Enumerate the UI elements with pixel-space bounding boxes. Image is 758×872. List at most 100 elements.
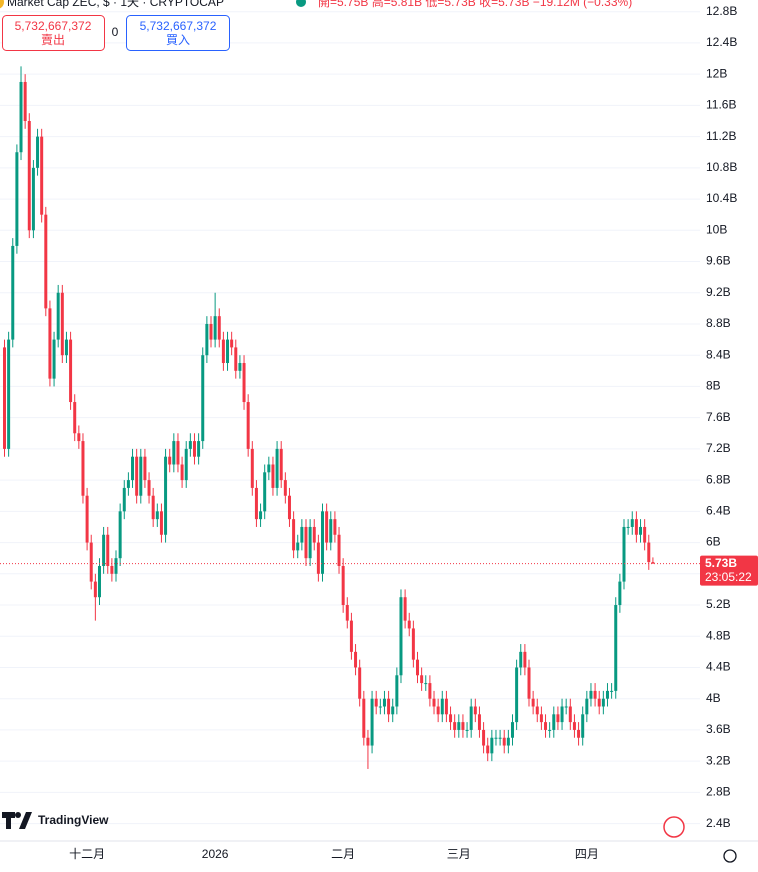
candle-body — [147, 480, 151, 496]
ohlc: 開=5.75B 高=5.81B 低=5.73B 收=5.73B −19.12M … — [318, 0, 632, 9]
candle-body — [370, 698, 374, 746]
candle-body — [457, 722, 461, 730]
y-tick-label: 12B — [706, 66, 727, 80]
candle-body — [420, 675, 424, 684]
candle-body — [577, 729, 581, 738]
candle-body — [201, 355, 205, 442]
market-status — [296, 0, 306, 7]
y-tick-label: 2.8B — [706, 785, 731, 799]
candle-body — [308, 526, 312, 559]
candle-body — [246, 402, 250, 449]
candle-body — [73, 402, 77, 434]
candle-body — [292, 519, 296, 551]
candle-body — [494, 737, 498, 739]
last-price-label: 5.73B — [705, 556, 737, 570]
candle-body — [312, 526, 316, 543]
y-tick-label: 7.6B — [706, 410, 731, 424]
candle-body — [519, 651, 523, 668]
candle-body — [27, 121, 31, 231]
candle-body — [626, 526, 630, 528]
candle-body — [605, 690, 609, 699]
grid — [0, 11, 700, 825]
candle-body — [374, 698, 378, 707]
candle-body — [482, 729, 486, 746]
candle-body — [296, 542, 300, 551]
candle-body — [349, 620, 353, 652]
y-tick-label: 7.2B — [706, 441, 731, 455]
candle-body — [19, 81, 23, 153]
candle-body — [407, 620, 411, 629]
candle-body — [647, 542, 651, 563]
candle-body — [126, 480, 130, 488]
y-tick-label: 5.2B — [706, 597, 731, 611]
candle-body — [300, 526, 304, 543]
candle-body — [593, 690, 597, 699]
candle-body — [506, 737, 510, 746]
candle-body — [11, 245, 15, 340]
candle-body — [354, 651, 358, 668]
y-tick-label: 8.8B — [706, 316, 731, 330]
candle-body — [3, 347, 6, 449]
candle-body — [436, 706, 440, 715]
candle-body — [172, 441, 176, 465]
candle-body — [316, 542, 320, 574]
buy-button[interactable] — [126, 15, 230, 51]
candle-body — [597, 698, 601, 707]
candle-body — [639, 526, 643, 535]
y-tick-label: 6.8B — [706, 472, 731, 486]
candle-body — [15, 152, 19, 246]
flag-icon[interactable] — [663, 816, 685, 838]
y-tick-label: 10B — [706, 222, 727, 236]
candle-body — [337, 534, 341, 566]
y-tick-label: 6.4B — [706, 504, 731, 518]
candle-body — [118, 511, 122, 559]
candle-body — [321, 511, 325, 574]
candle-body — [106, 534, 110, 566]
candle-body — [135, 456, 139, 496]
y-tick-label: 4.8B — [706, 628, 731, 642]
candle-body — [151, 495, 155, 520]
candle-body — [36, 136, 40, 168]
settings-icon[interactable] — [723, 849, 737, 863]
candle-body — [630, 519, 634, 527]
sell-button[interactable] — [2, 15, 105, 51]
candle-body — [477, 714, 481, 730]
x-tick-label: 四月 — [575, 847, 599, 861]
candle-body — [64, 339, 68, 356]
y-tick-label: 2.4B — [706, 816, 731, 830]
candle-body — [110, 565, 114, 574]
candle-body — [469, 706, 473, 730]
candle-body — [329, 519, 333, 543]
candle-body — [155, 511, 159, 520]
candle-body — [192, 441, 196, 457]
candle-body — [250, 448, 254, 488]
candle-body — [498, 737, 502, 739]
candle-body — [490, 737, 494, 754]
candle-body — [366, 737, 370, 746]
y-tick-label: 10.4B — [706, 191, 737, 205]
candle-body — [556, 714, 560, 723]
candle-body — [226, 339, 230, 364]
y-tick-label: 8B — [706, 379, 721, 393]
y-tick-label: 9.6B — [706, 254, 731, 268]
candle-body — [234, 347, 238, 371]
candle-body — [217, 316, 221, 340]
candle-body — [275, 448, 279, 488]
candle-body — [399, 597, 403, 676]
candle-body — [242, 363, 246, 403]
candle-body — [197, 441, 201, 457]
candle-body — [89, 542, 93, 582]
candle-body — [449, 714, 453, 723]
y-tick-label: 11.6B — [706, 98, 736, 112]
y-tick-label: 10.8B — [706, 160, 737, 174]
candle-body — [548, 729, 552, 731]
y-tick-label: 12.4B — [706, 35, 737, 49]
candle-body — [382, 698, 386, 707]
candle-body — [81, 441, 85, 496]
candle-body — [180, 464, 184, 481]
candle-body — [188, 441, 192, 449]
candle-body — [131, 456, 135, 481]
candle-body — [527, 667, 531, 699]
